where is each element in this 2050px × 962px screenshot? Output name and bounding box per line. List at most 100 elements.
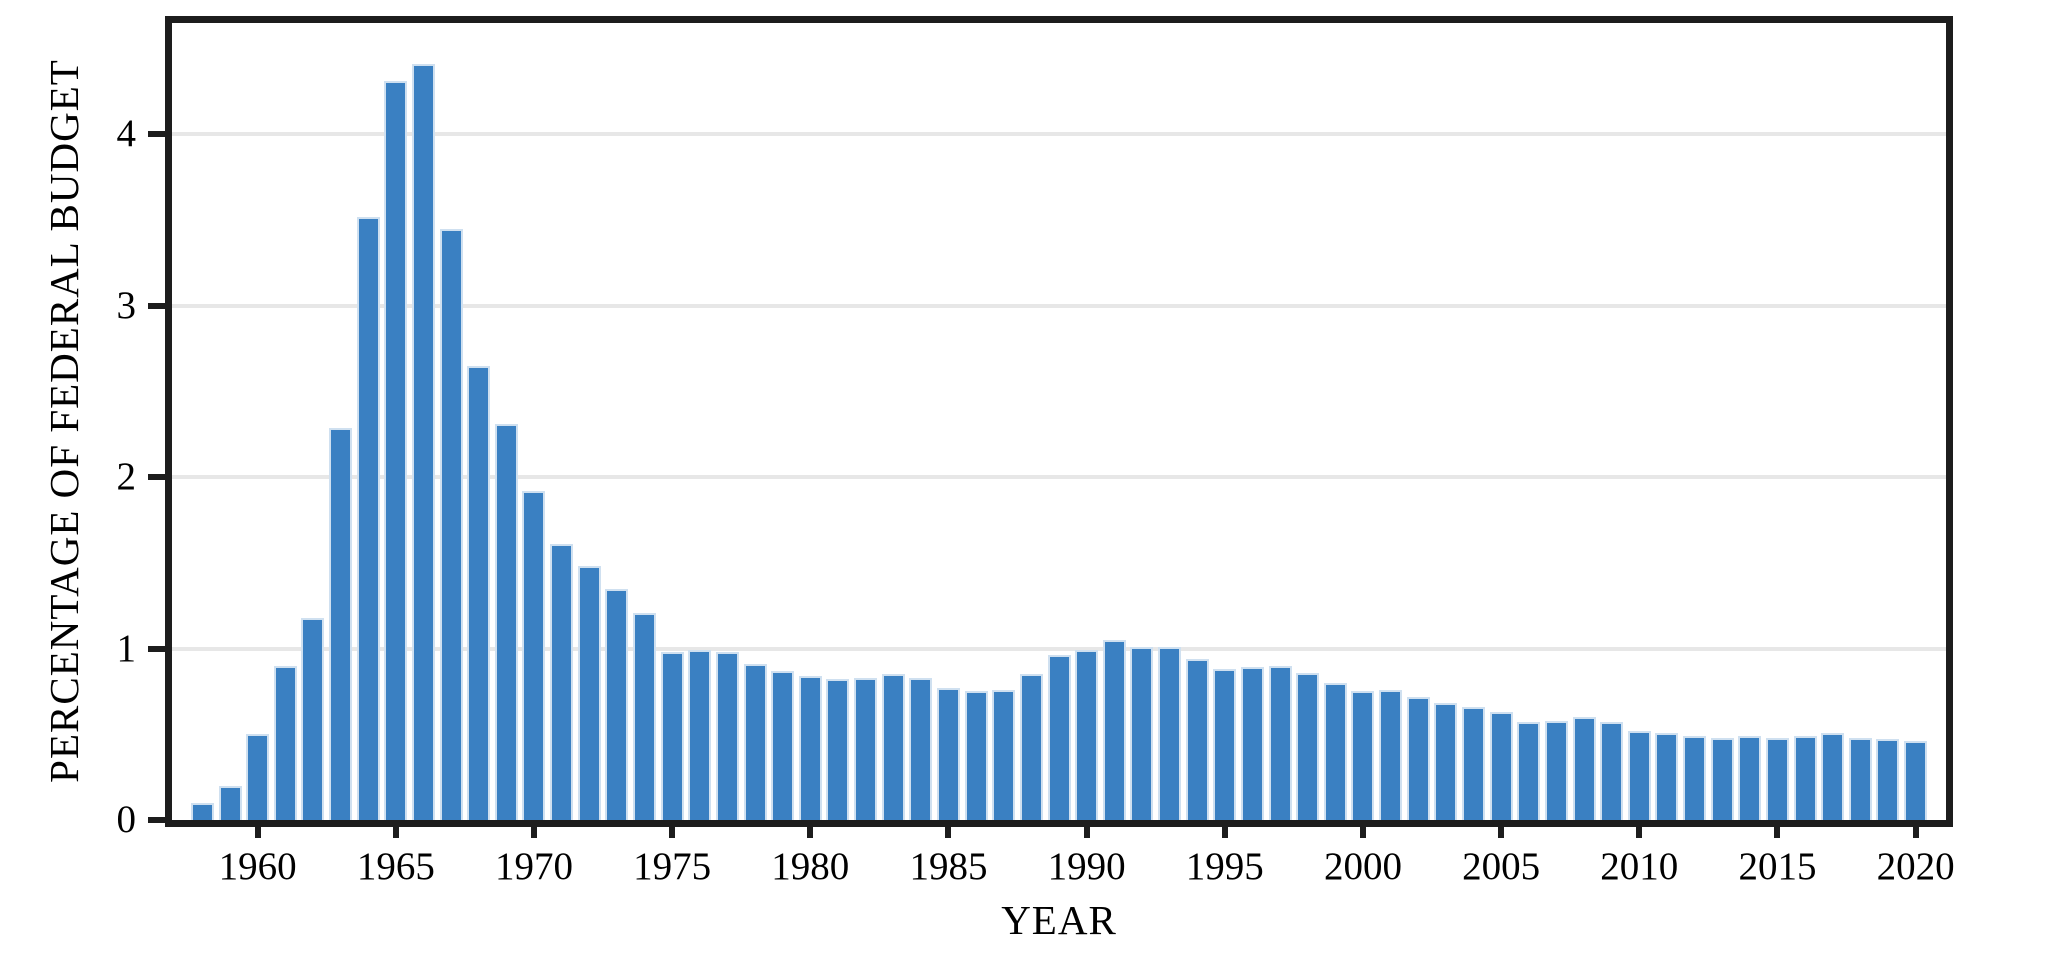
bar-2013 xyxy=(1710,737,1734,820)
bar-2002 xyxy=(1406,696,1430,820)
bar-1993 xyxy=(1158,646,1182,820)
bar-1973 xyxy=(605,588,629,820)
x-tick-label-1985: 1985 xyxy=(909,845,988,888)
x-tick-mark-2000 xyxy=(1359,820,1366,838)
x-tick-label-1965: 1965 xyxy=(356,845,435,888)
bar-1997 xyxy=(1268,665,1292,820)
x-tick-mark-2005 xyxy=(1498,820,1505,838)
bar-1972 xyxy=(577,566,601,820)
bar-1996 xyxy=(1240,667,1264,820)
x-tick-mark-2010 xyxy=(1636,820,1643,838)
x-tick-label-2010: 2010 xyxy=(1600,845,1679,888)
y-tick-mark-1 xyxy=(148,645,165,652)
bar-2011 xyxy=(1655,732,1679,820)
bar-1966 xyxy=(411,64,435,820)
bar-1986 xyxy=(964,691,988,820)
bar-1965 xyxy=(384,81,408,820)
bar-1988 xyxy=(1019,674,1043,820)
x-tick-label-2000: 2000 xyxy=(1323,845,1402,888)
bar-1999 xyxy=(1323,682,1347,820)
x-tick-label-1995: 1995 xyxy=(1185,845,1264,888)
bar-1989 xyxy=(1047,655,1071,820)
x-tick-mark-1990 xyxy=(1083,820,1090,838)
bar-1981 xyxy=(826,679,850,820)
bar-1977 xyxy=(715,652,739,820)
bar-2017 xyxy=(1821,732,1845,820)
x-tick-mark-1975 xyxy=(669,820,676,838)
gridline-y-4 xyxy=(172,132,1946,137)
bar-1992 xyxy=(1130,646,1154,820)
y-tick-mark-2 xyxy=(148,474,165,481)
bar-1987 xyxy=(992,689,1016,820)
bar-2014 xyxy=(1738,736,1762,820)
bar-2020 xyxy=(1904,741,1928,820)
bar-2012 xyxy=(1683,736,1707,820)
bar-2001 xyxy=(1379,689,1403,820)
bar-2007 xyxy=(1544,720,1568,820)
bar-2008 xyxy=(1572,717,1596,820)
y-tick-label-2: 2 xyxy=(116,455,137,499)
y-tick-label-1: 1 xyxy=(116,626,137,670)
bar-2000 xyxy=(1351,691,1375,820)
bar-2005 xyxy=(1489,712,1513,820)
bar-2004 xyxy=(1461,706,1485,820)
y-tick-label-0: 0 xyxy=(116,798,137,841)
bar-2018 xyxy=(1848,737,1872,820)
y-tick-mark-0 xyxy=(148,817,165,823)
bar-1963 xyxy=(329,427,353,820)
y-tick-mark-3 xyxy=(148,302,165,309)
bar-1960 xyxy=(246,734,270,820)
y-axis-label-text: PERCENTAGE OF FEDERAL BUDGET xyxy=(41,59,87,783)
bar-1983 xyxy=(881,674,905,820)
bar-2015 xyxy=(1765,737,1789,820)
x-tick-mark-2020 xyxy=(1912,820,1919,838)
bar-1974 xyxy=(633,612,656,820)
bar-2009 xyxy=(1600,722,1624,820)
bar-1984 xyxy=(909,677,933,820)
y-tick-label-3: 3 xyxy=(116,283,137,327)
bar-2006 xyxy=(1517,722,1541,820)
bar-1959 xyxy=(218,785,242,820)
gridline-y-1 xyxy=(172,646,1946,651)
plot-inner xyxy=(172,23,1946,820)
bar-1985 xyxy=(936,688,960,820)
bar-1967 xyxy=(439,228,463,820)
x-tick-mark-1970 xyxy=(530,820,537,838)
bar-1969 xyxy=(494,424,518,820)
bar-1994 xyxy=(1185,658,1209,820)
bar-1995 xyxy=(1213,669,1237,820)
x-tick-label-2005: 2005 xyxy=(1462,845,1541,888)
bar-2003 xyxy=(1434,703,1458,820)
x-axis-label: YEAR xyxy=(1001,897,1117,943)
bar-1998 xyxy=(1296,672,1320,820)
bar-1970 xyxy=(522,490,546,820)
bar-1982 xyxy=(854,677,878,820)
bar-1991 xyxy=(1102,640,1126,820)
x-tick-label-1970: 1970 xyxy=(494,845,573,888)
bar-1958 xyxy=(190,802,214,820)
bar-2010 xyxy=(1627,730,1651,820)
bar-1964 xyxy=(356,216,380,820)
x-tick-label-1990: 1990 xyxy=(1047,845,1126,888)
bar-1971 xyxy=(550,544,574,820)
gridline-y-2 xyxy=(172,475,1946,480)
x-tick-mark-1985 xyxy=(945,820,952,838)
bar-1980 xyxy=(798,676,822,820)
bar-1979 xyxy=(771,670,795,820)
bar-1968 xyxy=(467,365,491,820)
x-tick-label-2020: 2020 xyxy=(1876,845,1955,888)
bar-1990 xyxy=(1075,650,1099,820)
bar-1961 xyxy=(273,665,297,820)
x-tick-mark-1995 xyxy=(1221,820,1228,838)
x-tick-label-1980: 1980 xyxy=(771,845,850,888)
x-tick-mark-1965 xyxy=(392,820,399,838)
y-tick-mark-4 xyxy=(148,131,165,138)
bar-1978 xyxy=(743,664,767,820)
bar-1962 xyxy=(301,617,325,820)
bar-2019 xyxy=(1876,739,1900,820)
bar-1976 xyxy=(688,650,712,820)
x-tick-label-1975: 1975 xyxy=(633,845,712,888)
x-tick-mark-1980 xyxy=(807,820,814,838)
plot-area xyxy=(165,16,1953,827)
